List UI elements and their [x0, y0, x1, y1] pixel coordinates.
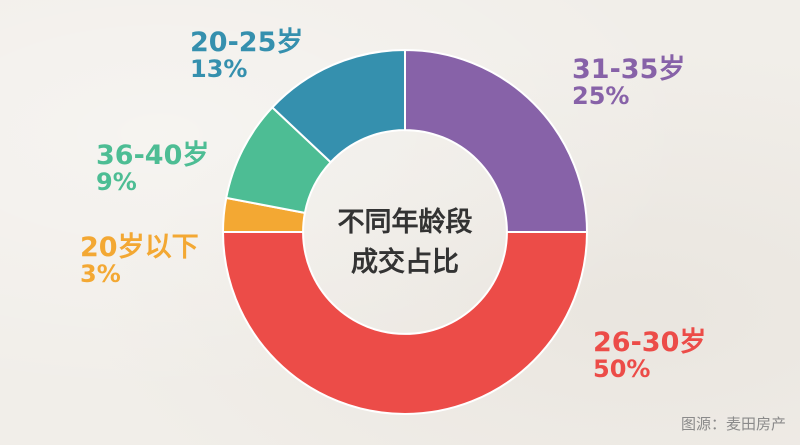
slice-26-30岁: [221, 231, 589, 415]
label-26-30-percent: 50%: [593, 355, 651, 384]
label-20-25-name: 20-25岁: [190, 27, 304, 58]
slice-31-35岁: [404, 48, 589, 233]
chart-title: 不同年龄段 成交占比: [305, 203, 505, 283]
label-26-30: 26-30岁 50%: [593, 327, 707, 384]
label-31-35: 31-35岁 25%: [572, 54, 686, 111]
label-under-20: 20岁以下 3%: [80, 232, 199, 289]
slice-20-25岁: [270, 48, 406, 164]
label-under-20-percent: 3%: [80, 260, 121, 289]
label-36-40-name: 36-40岁: [96, 140, 210, 171]
chart-title-line1: 不同年龄段: [337, 207, 473, 238]
source-credit: 图源：麦田房产: [680, 415, 786, 433]
chart-title-line2: 成交占比: [351, 247, 459, 278]
label-36-40: 36-40岁 9%: [96, 140, 210, 197]
label-20-25: 20-25岁 13%: [190, 27, 304, 84]
label-20-25-percent: 13%: [190, 55, 248, 84]
label-26-30-name: 26-30岁: [593, 327, 707, 358]
label-under-20-name: 20岁以下: [80, 232, 199, 263]
label-31-35-percent: 25%: [572, 82, 630, 111]
label-36-40-percent: 9%: [96, 168, 137, 197]
label-31-35-name: 31-35岁: [572, 54, 686, 85]
